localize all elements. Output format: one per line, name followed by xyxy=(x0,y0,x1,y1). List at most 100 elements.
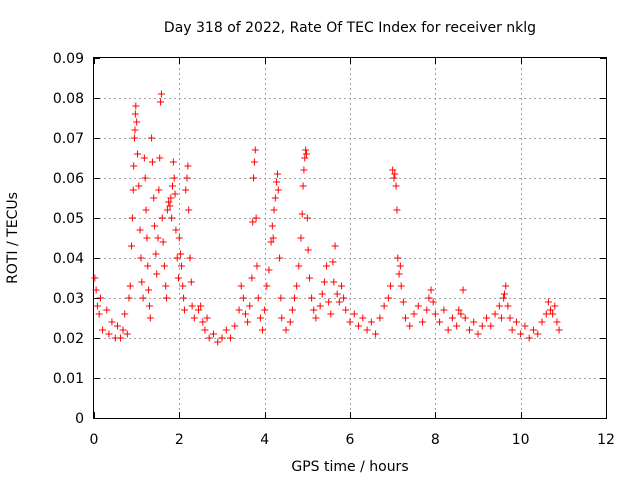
data-point xyxy=(335,298,343,306)
data-point xyxy=(131,134,139,142)
data-point xyxy=(547,306,555,314)
data-point xyxy=(436,318,444,326)
data-point xyxy=(145,286,153,294)
data-point xyxy=(155,186,163,194)
data-point xyxy=(517,330,525,338)
data-point xyxy=(406,322,414,330)
data-point xyxy=(419,318,427,326)
data-point xyxy=(148,134,156,142)
data-point xyxy=(254,294,262,302)
data-point xyxy=(542,310,550,318)
data-point xyxy=(538,318,546,326)
x-tick-label: 0 xyxy=(90,432,99,448)
data-point xyxy=(267,238,275,246)
data-point xyxy=(128,242,136,250)
data-point xyxy=(500,290,508,298)
data-point xyxy=(457,310,465,318)
data-point xyxy=(495,302,503,310)
data-point xyxy=(119,326,127,334)
data-point xyxy=(177,250,185,258)
data-point xyxy=(544,298,552,306)
data-point xyxy=(131,110,139,118)
data-point xyxy=(508,326,516,334)
data-point xyxy=(158,214,166,222)
data-point xyxy=(173,254,181,262)
data-point xyxy=(342,306,350,314)
data-point xyxy=(190,314,198,322)
data-point xyxy=(425,294,433,302)
data-point xyxy=(172,226,180,234)
plot-frame xyxy=(93,57,607,419)
y-tick-label: 0.07 xyxy=(53,131,84,147)
data-point xyxy=(166,202,174,210)
data-point xyxy=(184,162,192,170)
data-point xyxy=(144,262,152,270)
data-point xyxy=(465,326,473,334)
data-point xyxy=(162,282,170,290)
data-point xyxy=(333,290,341,298)
y-tick-label: 0.05 xyxy=(53,211,84,227)
data-point xyxy=(195,306,203,314)
data-point xyxy=(156,154,164,162)
data-point xyxy=(165,198,173,206)
data-point xyxy=(392,182,400,190)
x-tick-label: 12 xyxy=(597,432,615,448)
data-point xyxy=(95,310,103,318)
data-point xyxy=(506,314,514,322)
data-point xyxy=(171,190,179,198)
y-tick-label: 0.08 xyxy=(53,91,84,107)
data-point xyxy=(293,282,301,290)
data-point xyxy=(380,302,388,310)
data-point xyxy=(175,234,183,242)
data-point xyxy=(157,98,165,106)
data-point xyxy=(197,302,205,310)
data-point xyxy=(99,326,107,334)
data-point xyxy=(180,306,188,314)
data-point xyxy=(273,170,281,178)
data-point xyxy=(455,306,463,314)
data-point xyxy=(295,262,303,270)
data-point xyxy=(183,174,191,182)
data-point xyxy=(459,286,467,294)
y-tick-label: 0.09 xyxy=(53,51,84,67)
data-point xyxy=(329,258,337,266)
data-point xyxy=(410,310,418,318)
data-point xyxy=(186,254,194,262)
data-point xyxy=(140,154,148,162)
data-point xyxy=(268,222,276,230)
x-tick-label: 10 xyxy=(512,432,530,448)
data-point xyxy=(92,286,100,294)
data-point xyxy=(160,262,168,270)
data-point xyxy=(423,306,431,314)
data-point xyxy=(239,294,247,302)
data-point xyxy=(297,234,305,242)
data-point xyxy=(393,206,401,214)
data-point xyxy=(251,146,259,154)
data-point xyxy=(461,314,469,322)
data-point xyxy=(376,314,384,322)
data-point xyxy=(168,214,176,222)
data-point xyxy=(148,158,156,166)
data-point xyxy=(330,278,338,286)
data-point xyxy=(128,214,136,222)
data-point xyxy=(387,282,395,290)
data-point xyxy=(253,262,261,270)
data-point xyxy=(394,254,402,262)
data-point xyxy=(414,302,422,310)
data-point xyxy=(179,282,187,290)
data-point xyxy=(302,146,310,154)
data-point xyxy=(227,334,235,342)
data-point xyxy=(355,322,363,330)
data-point xyxy=(93,302,101,310)
data-point xyxy=(487,322,495,330)
data-point xyxy=(399,298,407,306)
data-point xyxy=(174,274,182,282)
data-point xyxy=(278,314,286,322)
data-point xyxy=(185,206,193,214)
y-tick-label: 0.02 xyxy=(53,331,84,347)
y-tick-label: 0.06 xyxy=(53,171,84,187)
data-point xyxy=(327,310,335,318)
data-point xyxy=(126,282,134,290)
data-point xyxy=(222,326,230,334)
data-point xyxy=(163,206,171,214)
